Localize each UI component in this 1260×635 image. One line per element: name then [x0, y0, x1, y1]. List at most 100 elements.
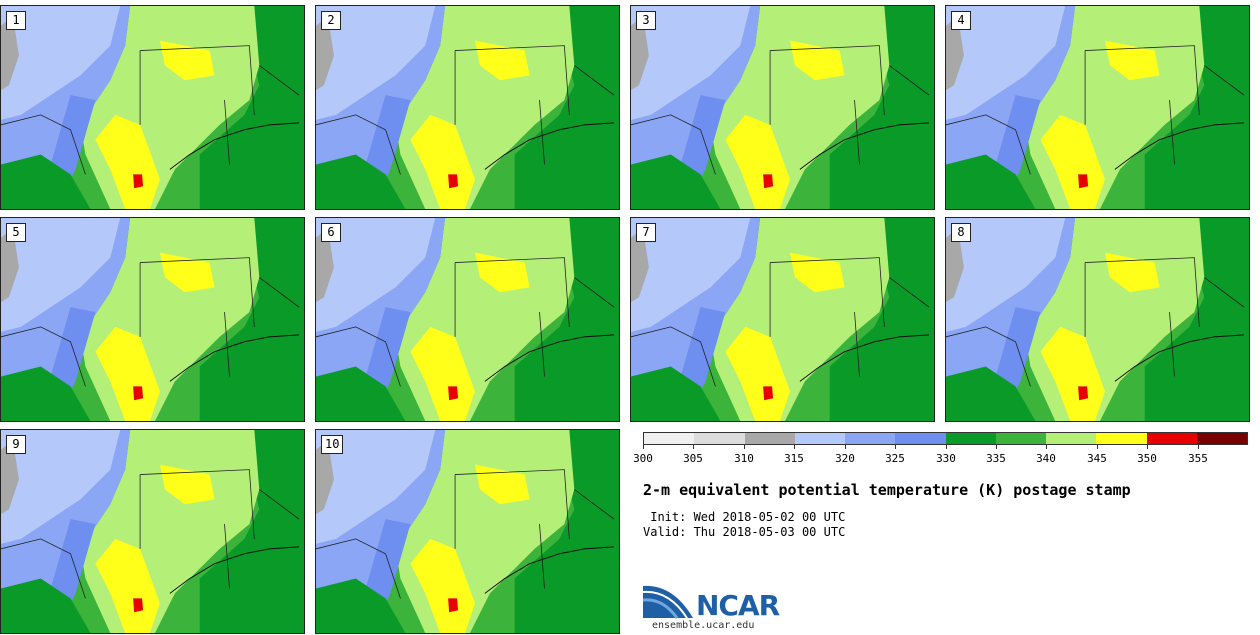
red-spot: [133, 386, 144, 401]
cold-light-northwest: [631, 6, 751, 120]
coastline: [799, 122, 930, 170]
stamp-member-label: 1: [6, 11, 26, 30]
dark-green-east: [829, 218, 934, 421]
postage-stamp-map: 6: [315, 217, 620, 422]
coastline: [799, 334, 930, 382]
gray-mountains: [316, 439, 334, 515]
yellow-north: [789, 40, 845, 81]
stamp-member-label: 4: [951, 11, 971, 30]
coastline: [484, 122, 615, 170]
dark-green-east: [1144, 6, 1249, 209]
chart-title: 2-m equivalent potential temperature (K)…: [643, 481, 1131, 499]
colorbar-segment: [644, 433, 695, 444]
postage-stamp-map: 4: [945, 5, 1250, 210]
dark-green-east: [199, 6, 304, 209]
red-spot: [133, 598, 144, 613]
cold-light-northwest: [316, 6, 436, 120]
coastline: [484, 546, 615, 594]
colorbar-tick: [996, 445, 997, 449]
red-spot: [763, 174, 774, 189]
green-mexico: [1, 154, 91, 209]
gray-mountains: [946, 227, 964, 303]
colorbar-tick: [1097, 445, 1098, 449]
yellow-core: [95, 114, 160, 209]
green-mexico: [316, 366, 406, 421]
coastline: [169, 546, 300, 594]
colorbar-segment: [1196, 433, 1247, 444]
yellow-core: [410, 538, 475, 633]
green-mexico: [946, 154, 1036, 209]
colorbar-segment: [694, 433, 745, 444]
coastline: [169, 334, 300, 382]
state-borders: [1, 257, 300, 387]
state-borders: [316, 45, 615, 175]
postage-stamp-map: 7: [630, 217, 935, 422]
red-spot: [448, 386, 459, 401]
coastline: [1114, 334, 1245, 382]
colorbar-tick-label: 335: [986, 452, 1006, 465]
colorbar-segment: [1146, 433, 1197, 444]
red-spot: [133, 174, 144, 189]
init-time: Init: Wed 2018-05-02 00 UTC: [643, 510, 846, 524]
colorbar-segment: [744, 433, 795, 444]
cold-light-northwest: [631, 218, 751, 332]
yellow-north: [474, 40, 530, 81]
ncar-logo: NCAR: [642, 578, 803, 630]
postage-stamp-map: 3: [630, 5, 935, 210]
yellow-core: [1040, 326, 1105, 421]
colorbar-tick: [1046, 445, 1047, 449]
stamp-member-label: 8: [951, 223, 971, 242]
yellow-north: [1104, 252, 1160, 293]
postage-stamp-map: 1: [0, 5, 305, 210]
red-spot: [763, 386, 774, 401]
colorbar-tick: [693, 445, 694, 449]
colorbar-segment: [1046, 433, 1097, 444]
colorbar-tick-label: 350: [1137, 452, 1157, 465]
gray-mountains: [631, 15, 649, 91]
yellow-north: [159, 464, 215, 505]
cold-light-northwest: [1, 218, 121, 332]
postage-stamp-map: 9: [0, 429, 305, 634]
red-spot: [448, 598, 459, 613]
colorbar-tick-label: 325: [885, 452, 905, 465]
dark-green-east: [514, 430, 619, 633]
gray-mountains: [316, 15, 334, 91]
state-borders: [316, 257, 615, 387]
coastline: [484, 334, 615, 382]
stamp-member-label: 5: [6, 223, 26, 242]
cold-light-northwest: [316, 430, 436, 544]
postage-stamp-map: 2: [315, 5, 620, 210]
green-mexico: [946, 366, 1036, 421]
green-mexico: [316, 578, 406, 633]
colorbar-tick: [946, 445, 947, 449]
green-mexico: [1, 578, 91, 633]
yellow-core: [95, 326, 160, 421]
cold-light-northwest: [946, 218, 1066, 332]
stamp-member-label: 2: [321, 11, 341, 30]
valid-time: Valid: Thu 2018-05-03 00 UTC: [643, 525, 846, 539]
stamp-member-label: 7: [636, 223, 656, 242]
colorbar-tick: [1198, 445, 1199, 449]
postage-stamp-map: 5: [0, 217, 305, 422]
cold-light-northwest: [316, 218, 436, 332]
yellow-core: [410, 114, 475, 209]
colorbar-segment: [895, 433, 946, 444]
colorbar-segment: [1096, 433, 1147, 444]
colorbar-tick-label: 310: [734, 452, 754, 465]
colorbar-tick-label: 305: [683, 452, 703, 465]
dark-green-east: [199, 430, 304, 633]
colorbar-tick: [744, 445, 745, 449]
state-borders: [316, 469, 615, 599]
colorbar-tick: [895, 445, 896, 449]
cold-light-northwest: [1, 430, 121, 544]
colorbar-tick-label: 320: [835, 452, 855, 465]
colorbar-segment: [794, 433, 845, 444]
stamp-member-label: 9: [6, 435, 26, 454]
yellow-core: [725, 326, 790, 421]
stamp-member-label: 6: [321, 223, 341, 242]
cold-light-northwest: [946, 6, 1066, 120]
colorbar-ticks: 300 305 310 315 320 325 330 335 340 345 350 355: [633, 445, 1248, 465]
gray-mountains: [1, 439, 19, 515]
green-mexico: [631, 154, 721, 209]
green-mexico: [1, 366, 91, 421]
